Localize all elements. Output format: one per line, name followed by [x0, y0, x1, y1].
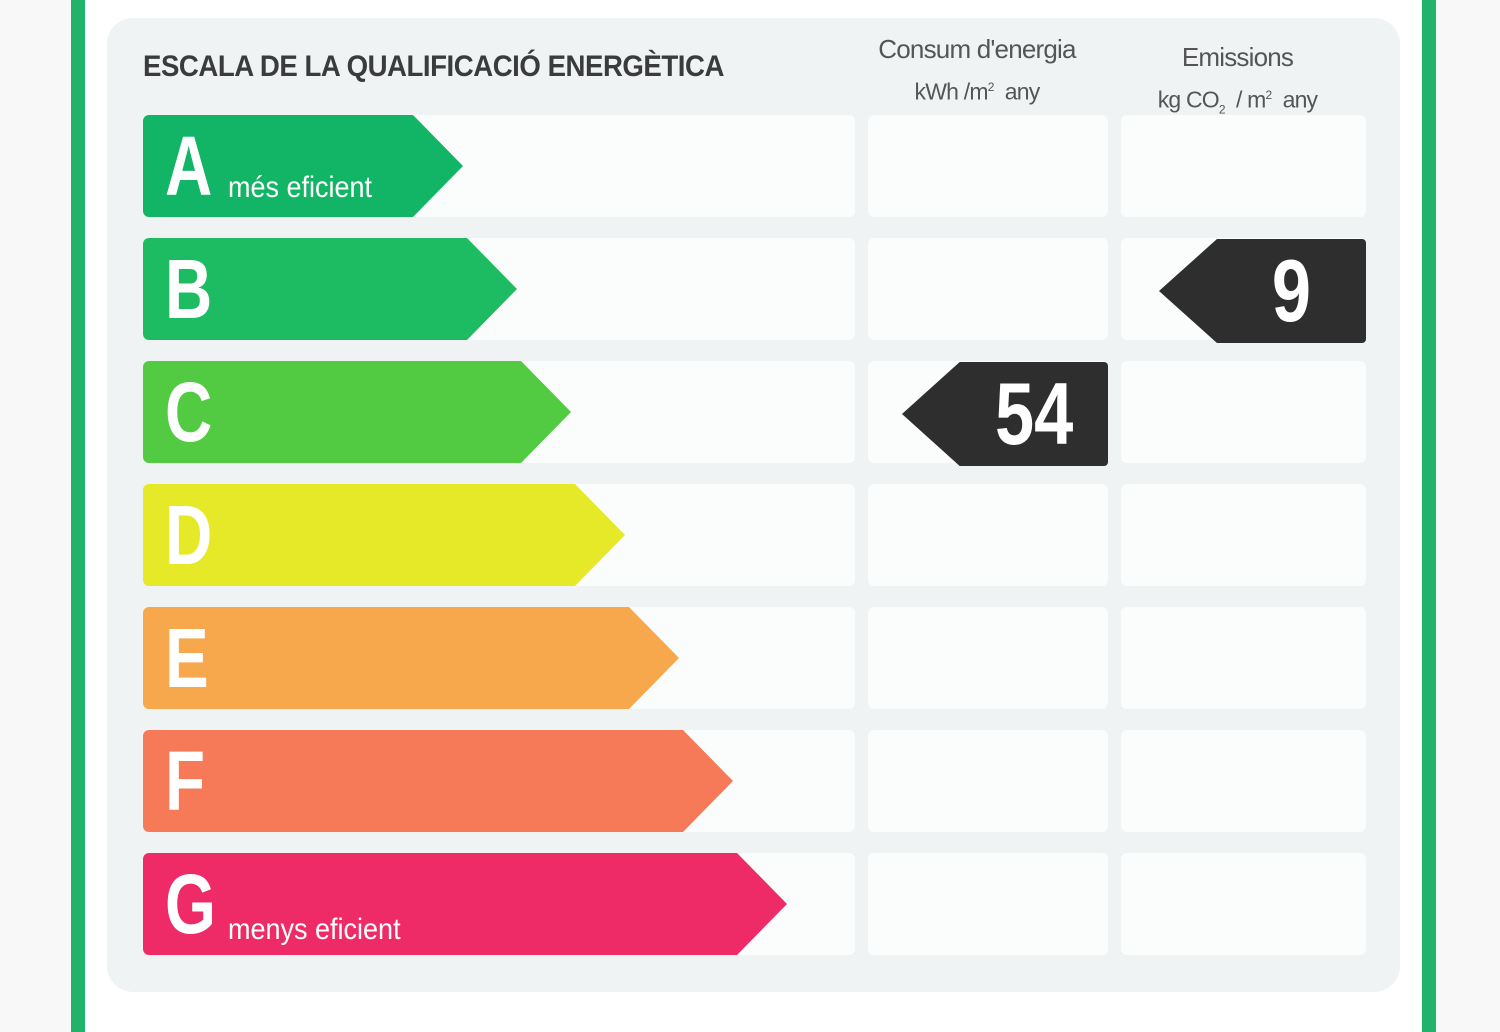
emissions-cell-d [1121, 484, 1366, 586]
emissions-cell-g [1121, 853, 1366, 955]
consum-cell-e [868, 607, 1108, 709]
rating-letter: A [165, 119, 213, 213]
emissions-unit: kg CO2 / m2 any [1157, 86, 1318, 117]
rating-arrow-c: C [143, 361, 571, 463]
rating-letter: G [165, 857, 216, 951]
emissions-label: Emissions [1181, 42, 1294, 72]
frame-right-border [1422, 0, 1436, 1032]
frame-left-border [71, 0, 85, 1032]
rating-caption: més eficient [228, 171, 373, 204]
scale-title: ESCALA DE LA QUALIFICACIÓ ENERGÈTICA [143, 50, 724, 83]
consum-badge-value: 54 [994, 364, 1073, 463]
rating-letter: F [165, 734, 206, 828]
rating-arrow-f: F [143, 730, 733, 832]
consum-cell-a [868, 115, 1108, 217]
rating-arrow-b: B [143, 238, 517, 340]
rating-arrow-e: E [143, 607, 679, 709]
rating-caption: menys eficient [228, 913, 401, 946]
emissions-badge-value: 9 [1271, 241, 1312, 340]
emissions-cell-a [1121, 115, 1366, 217]
rating-arrow-d: D [143, 484, 625, 586]
emissions-column-header: Emissions kg CO2 / m2 any [1120, 38, 1355, 128]
consum-cell-d [868, 484, 1108, 586]
rating-letter: E [165, 611, 209, 705]
consum-column-header: Consum d'energia kWh /m2 any [862, 30, 1092, 111]
consum-unit: kWh /m2 any [914, 78, 1041, 105]
emissions-cell-c [1121, 361, 1366, 463]
rating-letter: C [165, 365, 213, 459]
emissions-cell-e [1121, 607, 1366, 709]
rating-letter: D [165, 488, 213, 582]
emissions-cell-f [1121, 730, 1366, 832]
consum-cell-f [868, 730, 1108, 832]
consum-cell-b [868, 238, 1108, 340]
consum-cell-g [868, 853, 1108, 955]
consum-label: Consum d'energia [878, 34, 1076, 64]
rating-letter: B [165, 242, 213, 336]
